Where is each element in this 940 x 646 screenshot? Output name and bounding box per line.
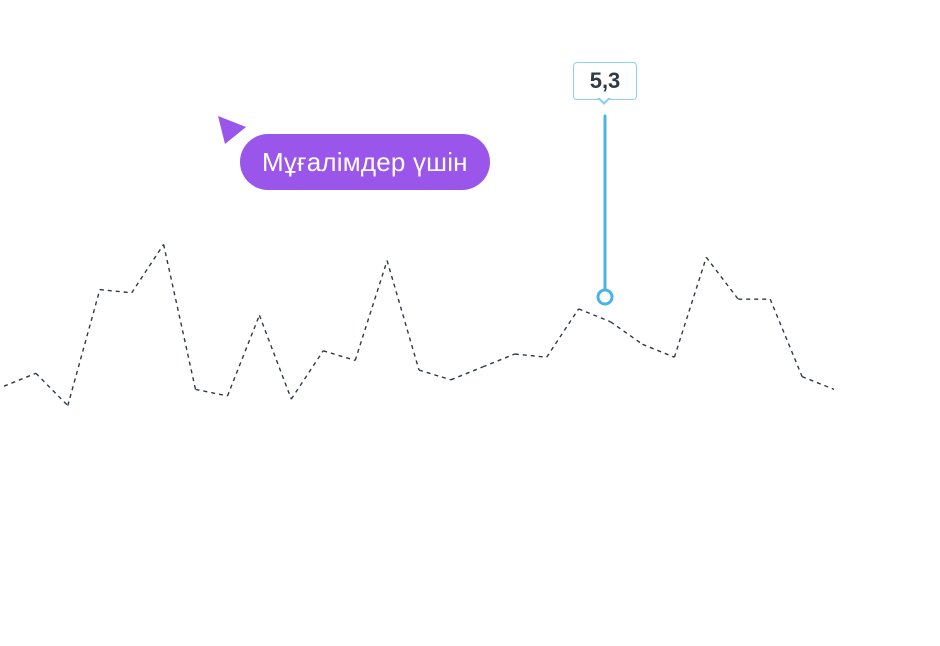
data-point[interactable] [670, 353, 678, 361]
data-point[interactable] [319, 347, 327, 355]
highlight-point[interactable] [596, 288, 614, 306]
series-layer [0, 240, 838, 410]
line-segment [546, 308, 580, 358]
data-point[interactable] [287, 395, 295, 403]
line-segment [769, 298, 803, 377]
line-segment [354, 260, 388, 361]
line-segment [131, 244, 165, 294]
line-segment [322, 350, 356, 362]
data-point[interactable] [128, 289, 136, 297]
data-point[interactable] [351, 356, 359, 364]
data-point[interactable] [798, 373, 806, 381]
line-segment [673, 257, 707, 358]
data-point[interactable] [734, 295, 742, 303]
data-point[interactable] [447, 376, 455, 384]
data-point[interactable] [415, 366, 423, 374]
line-segment [162, 244, 197, 390]
data-point[interactable] [32, 369, 40, 377]
data-point[interactable] [702, 253, 710, 261]
data-point[interactable] [64, 402, 72, 410]
line-segment [705, 256, 739, 300]
line-segment [642, 343, 675, 358]
line-segment [195, 388, 228, 397]
tooltip-tail-inner [599, 97, 609, 102]
data-point[interactable] [0, 382, 8, 390]
line-segment [3, 372, 37, 387]
data-point[interactable] [479, 363, 487, 371]
line-segment [450, 366, 484, 381]
line-segment [801, 375, 835, 391]
line-segment [386, 260, 420, 371]
data-point[interactable] [96, 286, 104, 294]
line-segment [418, 369, 452, 381]
line-segment [226, 315, 261, 397]
line-segment [610, 321, 643, 345]
data-point[interactable] [160, 240, 168, 248]
line-segment [258, 315, 292, 400]
value-tooltip: 5,3 [573, 62, 637, 100]
data-point[interactable] [511, 350, 519, 358]
data-point[interactable] [766, 295, 774, 303]
line-segment [67, 289, 101, 406]
data-point[interactable] [639, 340, 647, 348]
data-point[interactable] [383, 257, 391, 265]
line-segment [290, 350, 324, 400]
data-point[interactable] [830, 385, 838, 393]
line-segment [99, 288, 132, 294]
data-point[interactable] [192, 385, 200, 393]
data-point[interactable] [255, 311, 263, 319]
line-segment [578, 308, 611, 323]
data-point[interactable] [543, 353, 551, 361]
line-segment [35, 372, 69, 407]
cursor-arrow-icon [218, 116, 246, 144]
line-segment [482, 353, 516, 368]
line-segment [514, 353, 547, 358]
data-point[interactable] [224, 392, 232, 400]
teachers-label: Мұғалімдер үшін [240, 134, 490, 190]
data-point[interactable] [575, 305, 583, 313]
data-point[interactable] [607, 318, 615, 326]
